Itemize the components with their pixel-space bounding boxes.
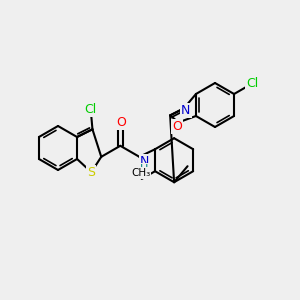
Text: O: O [172, 120, 182, 133]
Text: N: N [181, 104, 190, 117]
Text: H: H [140, 164, 148, 174]
Text: S: S [87, 166, 95, 179]
Text: O: O [116, 116, 126, 129]
Text: N: N [140, 155, 149, 168]
Text: CH₃: CH₃ [131, 168, 150, 178]
Text: Cl: Cl [246, 77, 258, 90]
Text: Cl: Cl [85, 103, 97, 116]
